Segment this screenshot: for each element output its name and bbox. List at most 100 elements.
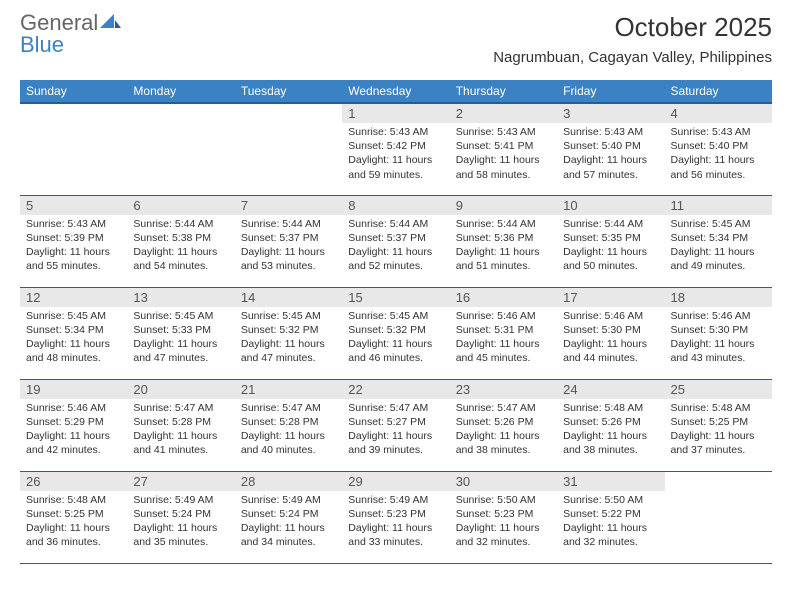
calendar-cell: 24Sunrise: 5:48 AMSunset: 5:26 PMDayligh… [557,379,664,471]
calendar-cell: 10Sunrise: 5:44 AMSunset: 5:35 PMDayligh… [557,195,664,287]
daylight-text: Daylight: 11 hours and 53 minutes. [241,245,336,273]
sunset-text: Sunset: 5:26 PM [456,415,551,429]
sunrise-text: Sunrise: 5:49 AM [241,493,336,507]
calendar-cell: 15Sunrise: 5:45 AMSunset: 5:32 PMDayligh… [342,287,449,379]
daylight-text: Daylight: 11 hours and 59 minutes. [348,153,443,181]
sunrise-text: Sunrise: 5:50 AM [456,493,551,507]
daylight-text: Daylight: 11 hours and 55 minutes. [26,245,121,273]
title-block: October 2025 Nagrumbuan, Cagayan Valley,… [493,12,772,66]
day-body: Sunrise: 5:45 AMSunset: 5:32 PMDaylight:… [342,307,449,370]
calendar-week-row: 5Sunrise: 5:43 AMSunset: 5:39 PMDaylight… [20,195,772,287]
daylight-text: Daylight: 11 hours and 32 minutes. [563,521,658,549]
weekday-header: Wednesday [342,80,449,103]
day-number: 22 [342,380,449,399]
day-body: Sunrise: 5:47 AMSunset: 5:26 PMDaylight:… [450,399,557,462]
calendar-cell: 27Sunrise: 5:49 AMSunset: 5:24 PMDayligh… [127,471,234,563]
day-number: 2 [450,104,557,123]
calendar-week-row: 12Sunrise: 5:45 AMSunset: 5:34 PMDayligh… [20,287,772,379]
daylight-text: Daylight: 11 hours and 58 minutes. [456,153,551,181]
sunrise-text: Sunrise: 5:43 AM [456,125,551,139]
calendar-cell: 2Sunrise: 5:43 AMSunset: 5:41 PMDaylight… [450,103,557,195]
day-body: Sunrise: 5:47 AMSunset: 5:27 PMDaylight:… [342,399,449,462]
day-body: Sunrise: 5:46 AMSunset: 5:31 PMDaylight:… [450,307,557,370]
sunset-text: Sunset: 5:37 PM [241,231,336,245]
sunrise-text: Sunrise: 5:48 AM [671,401,766,415]
sunset-text: Sunset: 5:36 PM [456,231,551,245]
sunrise-text: Sunrise: 5:47 AM [241,401,336,415]
sunset-text: Sunset: 5:35 PM [563,231,658,245]
calendar-cell: 30Sunrise: 5:50 AMSunset: 5:23 PMDayligh… [450,471,557,563]
calendar-cell: 13Sunrise: 5:45 AMSunset: 5:33 PMDayligh… [127,287,234,379]
weekday-header-row: Sunday Monday Tuesday Wednesday Thursday… [20,80,772,103]
sunrise-text: Sunrise: 5:43 AM [348,125,443,139]
sunset-text: Sunset: 5:42 PM [348,139,443,153]
calendar-week-row: 1Sunrise: 5:43 AMSunset: 5:42 PMDaylight… [20,103,772,195]
day-number: 5 [20,196,127,215]
sunset-text: Sunset: 5:37 PM [348,231,443,245]
day-body: Sunrise: 5:43 AMSunset: 5:41 PMDaylight:… [450,123,557,186]
sunrise-text: Sunrise: 5:45 AM [241,309,336,323]
daylight-text: Daylight: 11 hours and 50 minutes. [563,245,658,273]
day-body: Sunrise: 5:44 AMSunset: 5:37 PMDaylight:… [235,215,342,278]
daylight-text: Daylight: 11 hours and 42 minutes. [26,429,121,457]
sunrise-text: Sunrise: 5:46 AM [671,309,766,323]
sunset-text: Sunset: 5:32 PM [348,323,443,337]
weekday-header: Thursday [450,80,557,103]
sunrise-text: Sunrise: 5:47 AM [456,401,551,415]
day-number: 24 [557,380,664,399]
sunrise-text: Sunrise: 5:43 AM [671,125,766,139]
sunset-text: Sunset: 5:40 PM [671,139,766,153]
day-body: Sunrise: 5:46 AMSunset: 5:30 PMDaylight:… [557,307,664,370]
daylight-text: Daylight: 11 hours and 48 minutes. [26,337,121,365]
sunrise-text: Sunrise: 5:48 AM [26,493,121,507]
day-number: 8 [342,196,449,215]
header: General Blue October 2025 Nagrumbuan, Ca… [0,0,792,72]
sunset-text: Sunset: 5:31 PM [456,323,551,337]
sunset-text: Sunset: 5:34 PM [26,323,121,337]
sunrise-text: Sunrise: 5:44 AM [456,217,551,231]
day-body: Sunrise: 5:43 AMSunset: 5:42 PMDaylight:… [342,123,449,186]
day-number: 3 [557,104,664,123]
daylight-text: Daylight: 11 hours and 36 minutes. [26,521,121,549]
day-number: 11 [665,196,772,215]
sunrise-text: Sunrise: 5:44 AM [133,217,228,231]
logo-text-blue: Blue [20,34,122,56]
day-body: Sunrise: 5:49 AMSunset: 5:23 PMDaylight:… [342,491,449,554]
daylight-text: Daylight: 11 hours and 38 minutes. [456,429,551,457]
day-body: Sunrise: 5:49 AMSunset: 5:24 PMDaylight:… [127,491,234,554]
sunrise-text: Sunrise: 5:46 AM [26,401,121,415]
day-body: Sunrise: 5:44 AMSunset: 5:36 PMDaylight:… [450,215,557,278]
day-body: Sunrise: 5:43 AMSunset: 5:40 PMDaylight:… [665,123,772,186]
day-body: Sunrise: 5:44 AMSunset: 5:37 PMDaylight:… [342,215,449,278]
daylight-text: Daylight: 11 hours and 43 minutes. [671,337,766,365]
day-body: Sunrise: 5:47 AMSunset: 5:28 PMDaylight:… [127,399,234,462]
sunrise-text: Sunrise: 5:47 AM [348,401,443,415]
weekday-header: Saturday [665,80,772,103]
day-number: 28 [235,472,342,491]
sunset-text: Sunset: 5:29 PM [26,415,121,429]
day-body: Sunrise: 5:50 AMSunset: 5:23 PMDaylight:… [450,491,557,554]
day-number: 29 [342,472,449,491]
daylight-text: Daylight: 11 hours and 39 minutes. [348,429,443,457]
sunrise-text: Sunrise: 5:49 AM [133,493,228,507]
daylight-text: Daylight: 11 hours and 56 minutes. [671,153,766,181]
sunset-text: Sunset: 5:23 PM [456,507,551,521]
sunrise-text: Sunrise: 5:45 AM [348,309,443,323]
day-number: 31 [557,472,664,491]
calendar-cell: 16Sunrise: 5:46 AMSunset: 5:31 PMDayligh… [450,287,557,379]
calendar-cell: 12Sunrise: 5:45 AMSunset: 5:34 PMDayligh… [20,287,127,379]
logo-text-general: General [20,12,98,34]
sunset-text: Sunset: 5:39 PM [26,231,121,245]
sunrise-text: Sunrise: 5:46 AM [563,309,658,323]
sunset-text: Sunset: 5:22 PM [563,507,658,521]
sunset-text: Sunset: 5:24 PM [241,507,336,521]
calendar-cell: 29Sunrise: 5:49 AMSunset: 5:23 PMDayligh… [342,471,449,563]
day-number: 13 [127,288,234,307]
calendar-cell: 8Sunrise: 5:44 AMSunset: 5:37 PMDaylight… [342,195,449,287]
day-number: 16 [450,288,557,307]
calendar-week-row: 19Sunrise: 5:46 AMSunset: 5:29 PMDayligh… [20,379,772,471]
day-body: Sunrise: 5:48 AMSunset: 5:25 PMDaylight:… [665,399,772,462]
day-number: 6 [127,196,234,215]
weekday-header: Sunday [20,80,127,103]
calendar-cell [127,103,234,195]
